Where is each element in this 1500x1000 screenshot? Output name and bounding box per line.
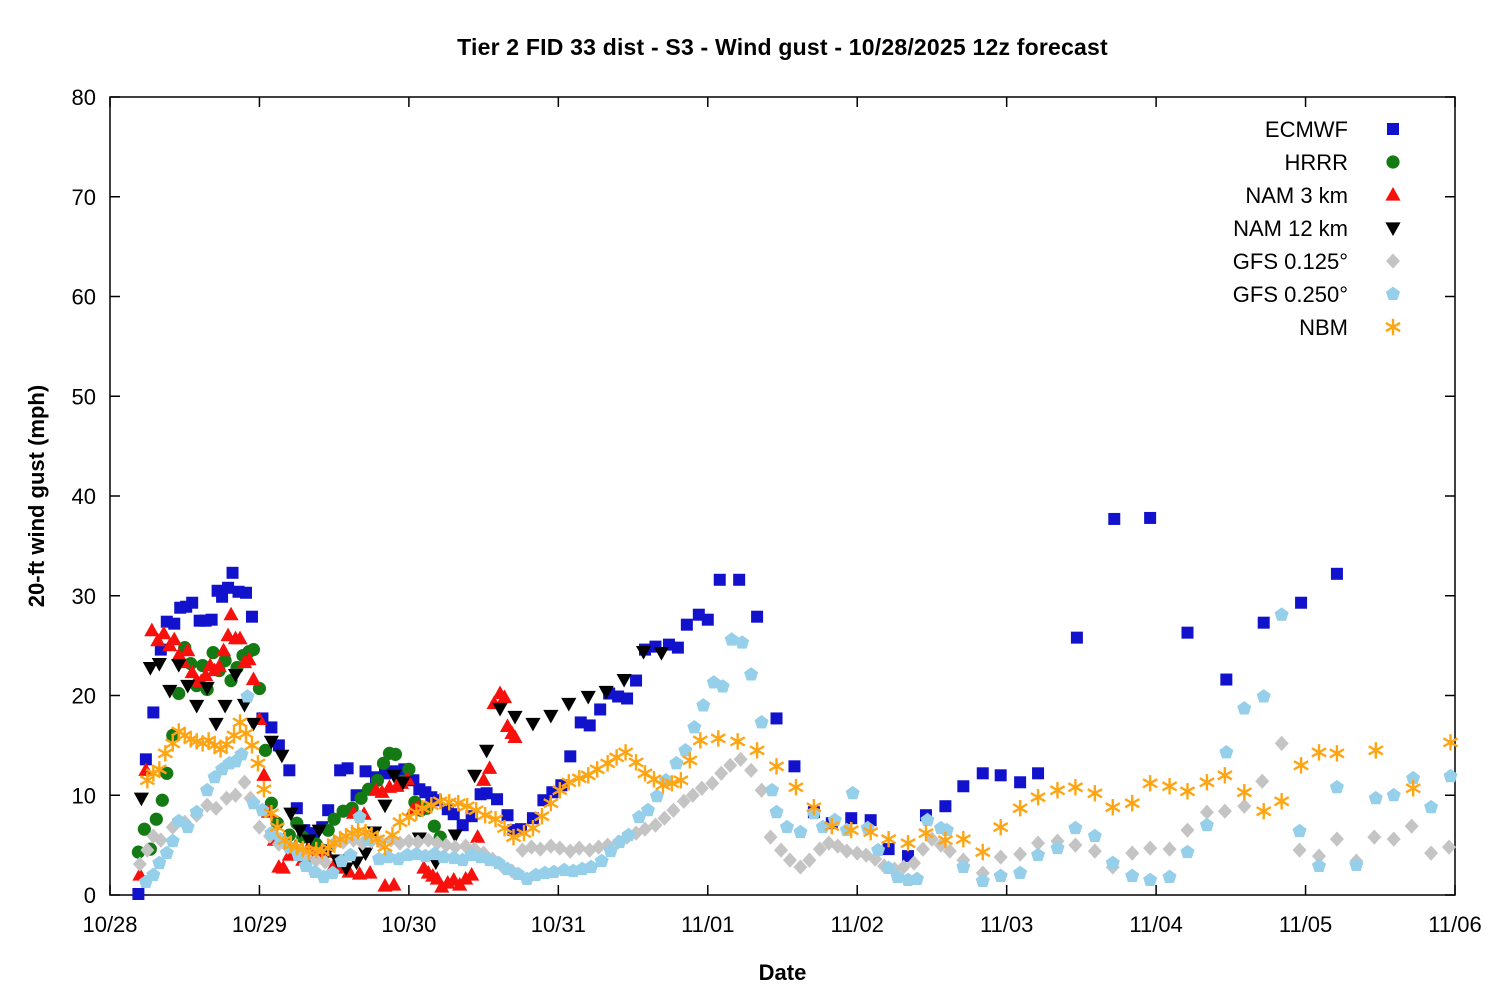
x-tick-label: 11/06	[1428, 912, 1481, 937]
legend-item-nam-12-km: NAM 12 km	[1233, 216, 1401, 241]
legend-item-ecmwf: ECMWF	[1265, 117, 1399, 142]
series-nbm	[139, 714, 1459, 861]
legend-label: NAM 3 km	[1245, 183, 1348, 208]
y-tick-label: 70	[72, 185, 96, 210]
y-tick-label: 60	[72, 285, 96, 310]
y-tick-label: 30	[72, 584, 96, 609]
legend-label: NAM 12 km	[1233, 216, 1348, 241]
y-tick-label: 0	[84, 883, 96, 908]
gfs-0-125-marker-icon	[1386, 253, 1400, 269]
chart-title: Tier 2 FID 33 dist - S3 - Wind gust - 10…	[457, 34, 1108, 60]
legend-label: ECMWF	[1265, 117, 1348, 142]
nam-12-km-marker-icon	[1385, 222, 1401, 236]
y-tick-label: 20	[72, 684, 96, 709]
x-axis-ticks: 10/28 10/29 10/30 10/31 11/01 11/02 11/03 11/04…	[82, 97, 1482, 937]
gfs-0-250-marker-icon	[1385, 286, 1401, 300]
x-tick-label: 11/01	[681, 912, 734, 937]
x-tick-label: 10/30	[381, 912, 436, 937]
x-tick-label: 11/03	[980, 912, 1033, 937]
legend: ECMWF HRRR NAM 3 km NAM 12 km GFS 0.125° GFS …	[1233, 117, 1401, 340]
y-tick-label: 40	[72, 484, 96, 509]
x-tick-label: 11/02	[831, 912, 884, 937]
legend-item-gfs-0-250: GFS 0.250°	[1233, 282, 1401, 307]
legend-label: HRRR	[1284, 150, 1348, 175]
x-tick-label: 11/05	[1279, 912, 1332, 937]
legend-item-gfs-0-125: GFS 0.125°	[1233, 249, 1400, 274]
x-tick-label: 10/28	[82, 912, 137, 937]
y-axis-ticks: 0 10 20 30 40 50 60 70 80	[72, 85, 1455, 908]
ecmwf-marker-icon	[1387, 123, 1399, 135]
y-tick-label: 50	[72, 384, 96, 409]
legend-label: NBM	[1299, 315, 1348, 340]
y-tick-label: 80	[72, 85, 96, 110]
legend-label: GFS 0.125°	[1233, 249, 1348, 274]
nbm-marker-icon	[1385, 318, 1401, 336]
legend-item-nam-3-km: NAM 3 km	[1245, 183, 1401, 208]
hrrr-marker-icon	[1386, 155, 1400, 169]
legend-item-hrrr: HRRR	[1284, 150, 1400, 175]
nam-3-km-marker-icon	[1385, 187, 1401, 201]
x-axis-label: Date	[758, 960, 807, 985]
x-tick-label: 10/29	[232, 912, 287, 937]
y-tick-label: 10	[72, 783, 96, 808]
series-ecmwf	[132, 511, 1343, 901]
x-tick-label: 11/04	[1129, 912, 1182, 937]
x-tick-label: 10/31	[531, 912, 586, 937]
legend-label: GFS 0.250°	[1233, 282, 1348, 307]
legend-item-nbm: NBM	[1299, 315, 1401, 340]
